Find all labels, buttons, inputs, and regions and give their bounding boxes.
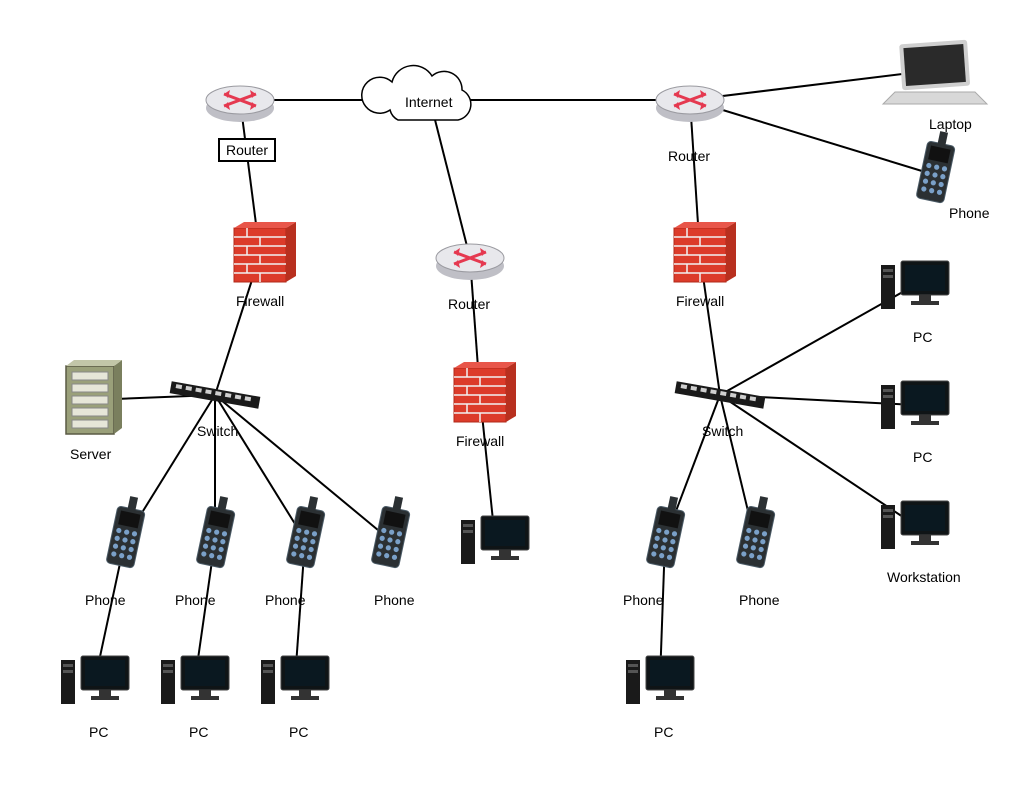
phone-icon (897, 129, 973, 211)
workstation-label: Workstation (887, 569, 961, 585)
firewall-icon (222, 219, 298, 291)
phone_r2-label: Phone (739, 592, 779, 608)
server-label: Server (70, 446, 111, 462)
pc-icon (157, 644, 233, 716)
phone-icon (352, 494, 428, 576)
pc_l2-label: PC (189, 724, 208, 740)
router_left-label: Router (218, 138, 276, 162)
router_center-label: Router (448, 296, 490, 312)
phone_top_right-label: Phone (949, 205, 989, 221)
pc-icon (622, 644, 698, 716)
firewall_right-label: Firewall (676, 293, 724, 309)
server-icon (52, 360, 128, 436)
switch_right-label: Switch (702, 423, 743, 439)
phone-icon (627, 494, 703, 576)
phone-icon (717, 494, 793, 576)
pc-icon (877, 489, 953, 561)
firewall-icon (442, 359, 518, 431)
pc-icon (877, 369, 953, 441)
phone_l3-label: Phone (265, 592, 305, 608)
phone_l2-label: Phone (175, 592, 215, 608)
phone_r1-label: Phone (623, 592, 663, 608)
phone-icon (177, 494, 253, 576)
firewall_center-label: Firewall (456, 433, 504, 449)
phone_l1-label: Phone (85, 592, 125, 608)
network-diagram-canvas: Internet Router Router Router Firewall Firewa… (0, 0, 1034, 805)
phone-icon (267, 494, 343, 576)
pc_l3-label: PC (289, 724, 308, 740)
router_right-label: Router (668, 148, 710, 164)
phone-icon (87, 494, 163, 576)
pc_l1-label: PC (89, 724, 108, 740)
diagram-svg (0, 0, 1034, 805)
pc_right_2-label: PC (913, 449, 932, 465)
pc-icon (57, 644, 133, 716)
pc-icon (877, 249, 953, 321)
laptop-label: Laptop (929, 116, 972, 132)
internet-label: Internet (405, 94, 452, 110)
router-icon (202, 64, 278, 136)
switch-icon (675, 381, 766, 408)
switch_left-label: Switch (197, 423, 238, 439)
firewall-icon (662, 219, 738, 291)
pc-icon (257, 644, 333, 716)
pc-icon (457, 504, 533, 576)
router-icon (652, 64, 728, 136)
phone_l4-label: Phone (374, 592, 414, 608)
firewall_left-label: Firewall (236, 293, 284, 309)
router-icon (432, 222, 508, 294)
pc_r_bottom-label: PC (654, 724, 673, 740)
pc_right_1-label: PC (913, 329, 932, 345)
laptop-icon (883, 34, 987, 106)
